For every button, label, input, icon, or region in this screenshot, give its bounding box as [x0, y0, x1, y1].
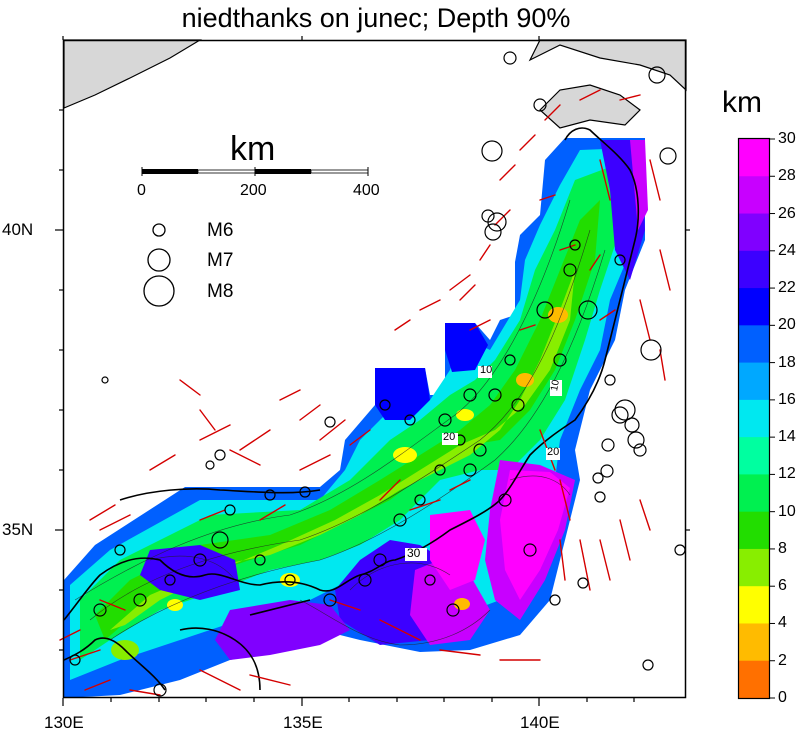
colorbar-tick-label: 12 [778, 465, 796, 483]
colorbar-segment [739, 474, 769, 513]
colorbar-border [737, 137, 771, 700]
colorbar-segment [739, 437, 769, 475]
colorbar-segment [739, 213, 769, 252]
earthquake-epicenters [69, 51, 686, 697]
contour-label: 10 [549, 379, 562, 392]
land-north-korea [63, 39, 203, 109]
coastline [63, 127, 640, 691]
map-border [62, 39, 687, 699]
scale-label-400: 400 [353, 182, 380, 199]
x-tick-label: 140E [520, 713, 560, 732]
contour-label-boxes [405, 366, 562, 561]
axis-ticks [55, 36, 690, 706]
colorbar-segment [739, 176, 769, 215]
colorbar-tick-label: 6 [778, 577, 787, 595]
m7-label: M7 [207, 250, 234, 271]
colorbar-tick-label: 0 [778, 689, 787, 706]
colorbar-segment [739, 548, 769, 587]
land-hokkaido-south [539, 84, 641, 129]
colorbar-segment [739, 399, 769, 438]
x-tick-label: 135E [283, 713, 323, 732]
m7-symbol [147, 248, 171, 272]
y-tick-label: 35N [2, 520, 34, 539]
colorbar-tick-label: 22 [778, 279, 796, 297]
x-tick-label: 130E [44, 713, 84, 732]
colorbar-tick-label: 18 [778, 353, 796, 371]
colorbar-segment [739, 511, 769, 550]
colorbar [739, 138, 775, 699]
colorbar-tick-label: 28 [778, 167, 796, 185]
m8-symbol [143, 275, 175, 307]
colorbar-tick-label: 30 [778, 130, 796, 147]
scale-bar [141, 167, 369, 176]
colorbar-segment [739, 623, 769, 662]
contour-label: 20 [443, 431, 456, 443]
scale-label-200: 200 [240, 182, 267, 199]
m8-label: M8 [207, 281, 234, 302]
colorbar-tick-label: 2 [778, 651, 787, 669]
contour-label: 30 [407, 546, 421, 560]
colorbar-segment [739, 586, 769, 624]
colorbar-segment [739, 288, 769, 326]
colorbar-tick-label: 20 [778, 316, 796, 334]
colorbar-tick-label: 4 [778, 614, 787, 632]
colorbar-tick-label: 8 [778, 539, 787, 557]
y-tick-label: 40N [2, 220, 34, 239]
fault-lines [59, 89, 671, 696]
scale-label-0: 0 [137, 182, 146, 199]
colorbar-segment [739, 660, 769, 699]
colorbar-tick-label: 16 [778, 390, 796, 408]
colorbar-segment [739, 139, 769, 177]
scale-bar-unit: km [230, 130, 276, 168]
colorbar-tick-label: 10 [778, 502, 796, 520]
colorbar-tick-label: 14 [778, 428, 796, 446]
colorbar-unit: km [722, 86, 762, 119]
contour-lines [74, 199, 606, 646]
colorbar-tick-label: 24 [778, 241, 796, 259]
land-hokkaido [528, 39, 687, 92]
page-title: niedthanks on junec; Depth 90% [181, 3, 571, 33]
colorbar-tick-label: 26 [778, 204, 796, 222]
contour-label: 10 [480, 364, 493, 376]
depth-field [64, 138, 648, 698]
m6-symbol [152, 223, 166, 237]
magnitude-legend-symbols [143, 223, 175, 307]
colorbar-segment [739, 362, 769, 401]
colorbar-segment [739, 325, 769, 364]
colorbar-segment [739, 250, 769, 289]
m6-label: M6 [207, 220, 234, 241]
contour-label: 20 [547, 446, 560, 458]
